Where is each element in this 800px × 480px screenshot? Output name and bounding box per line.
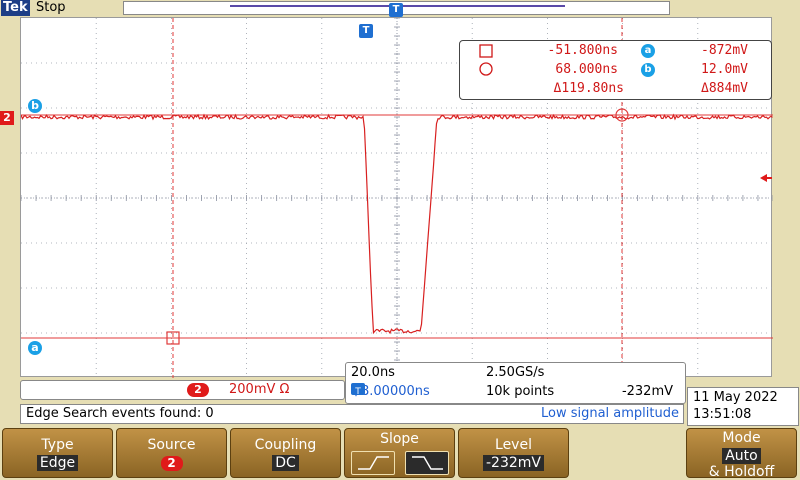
square-cursor-icon (479, 44, 493, 58)
menu-source-button[interactable]: Source 2 (116, 428, 227, 478)
tek-logo: Tek (1, 0, 30, 16)
menu-mode-label: Mode (722, 430, 761, 446)
trigger-menu-bar: Type Edge Source 2 Coupling DC Slope Lev… (0, 426, 800, 480)
trigger-level-readout: -232mV (621, 384, 673, 399)
menu-coupling-value: DC (272, 455, 299, 471)
menu-type-label: Type (41, 437, 74, 453)
time: 13:51:08 (693, 407, 752, 422)
circle-cursor-icon (479, 62, 493, 76)
cursor-a-marker[interactable]: a (28, 341, 42, 355)
date-time-display: 11 May 2022 13:51:08 (687, 387, 799, 426)
cursor-b-marker[interactable]: b (28, 99, 42, 113)
channel-2-waveform (21, 113, 773, 335)
signal-warning: Low signal amplitude (540, 406, 679, 421)
menu-slope-label: Slope (380, 431, 419, 447)
slope-rising-option[interactable] (351, 451, 395, 475)
acquisition-state: Stop (36, 0, 66, 15)
cursor-circle-time: 68.000ns (555, 62, 618, 77)
date: 11 May 2022 (693, 390, 778, 405)
trigger-position-icon[interactable]: T (359, 24, 373, 38)
cursor-b-value: 12.0mV (701, 62, 748, 77)
time-per-division: 20.0ns (351, 365, 395, 380)
record-length: 10k points (486, 384, 555, 399)
trigger-icon: T (351, 383, 365, 397)
menu-source-value: 2 (160, 456, 183, 471)
menu-type-button[interactable]: Type Edge (2, 428, 113, 478)
channel-2-badge: 2 (187, 383, 209, 397)
channel-2-ground-marker[interactable]: 2 (0, 111, 14, 125)
menu-level-value: -232mV (483, 455, 544, 471)
cursor-delta-value: Δ884mV (701, 81, 748, 96)
cursor-square-time: -51.800ns (547, 43, 618, 58)
channel-2-scale: 200mV Ω (229, 382, 290, 397)
falling-edge-icon (412, 456, 443, 470)
trigger-level-arrow-icon (760, 174, 772, 182)
trigger-position-value: ▼8.00000ns (351, 384, 430, 399)
menu-mode-sub: & Holdoff (708, 464, 775, 480)
menu-slope-button[interactable]: Slope (344, 428, 455, 478)
menu-source-label: Source (147, 437, 196, 453)
menu-mode-value: Auto (722, 448, 761, 464)
channel-2-readout[interactable]: 2 200mV Ω (20, 380, 345, 400)
slope-falling-option[interactable] (405, 451, 449, 475)
cursor-readout-panel: -51.800ns 68.000ns Δ119.80ns a b -872mV … (459, 40, 772, 100)
rising-edge-icon (358, 456, 389, 470)
cursor-delta-time: Δ119.80ns (553, 81, 624, 96)
menu-type-value: Edge (36, 455, 79, 471)
sample-rate: 2.50GS/s (486, 365, 545, 380)
menu-level-button[interactable]: Level -232mV (458, 428, 569, 478)
status-message-bar: Edge Search events found: 0 Low signal a… (20, 404, 684, 424)
menu-level-label: Level (495, 437, 532, 453)
cursor-a-value: -872mV (701, 43, 748, 58)
cursor-a-badge: a (641, 44, 655, 58)
menu-coupling-label: Coupling (254, 437, 317, 453)
menu-mode-button[interactable]: Mode Auto & Holdoff (686, 428, 797, 480)
search-status-message: Edge Search events found: 0 (26, 406, 214, 421)
top-status-bar: Tek Stop T (0, 0, 800, 17)
cursor-handles (166, 108, 629, 345)
cursor-b-badge: b (641, 63, 655, 77)
trigger-position-top-icon[interactable]: T (389, 3, 403, 17)
horizontal-readout[interactable]: 20.0ns 2.50GS/s 2 ↘ T▼8.00000ns 10k poin… (345, 362, 686, 404)
menu-coupling-button[interactable]: Coupling DC (230, 428, 341, 478)
